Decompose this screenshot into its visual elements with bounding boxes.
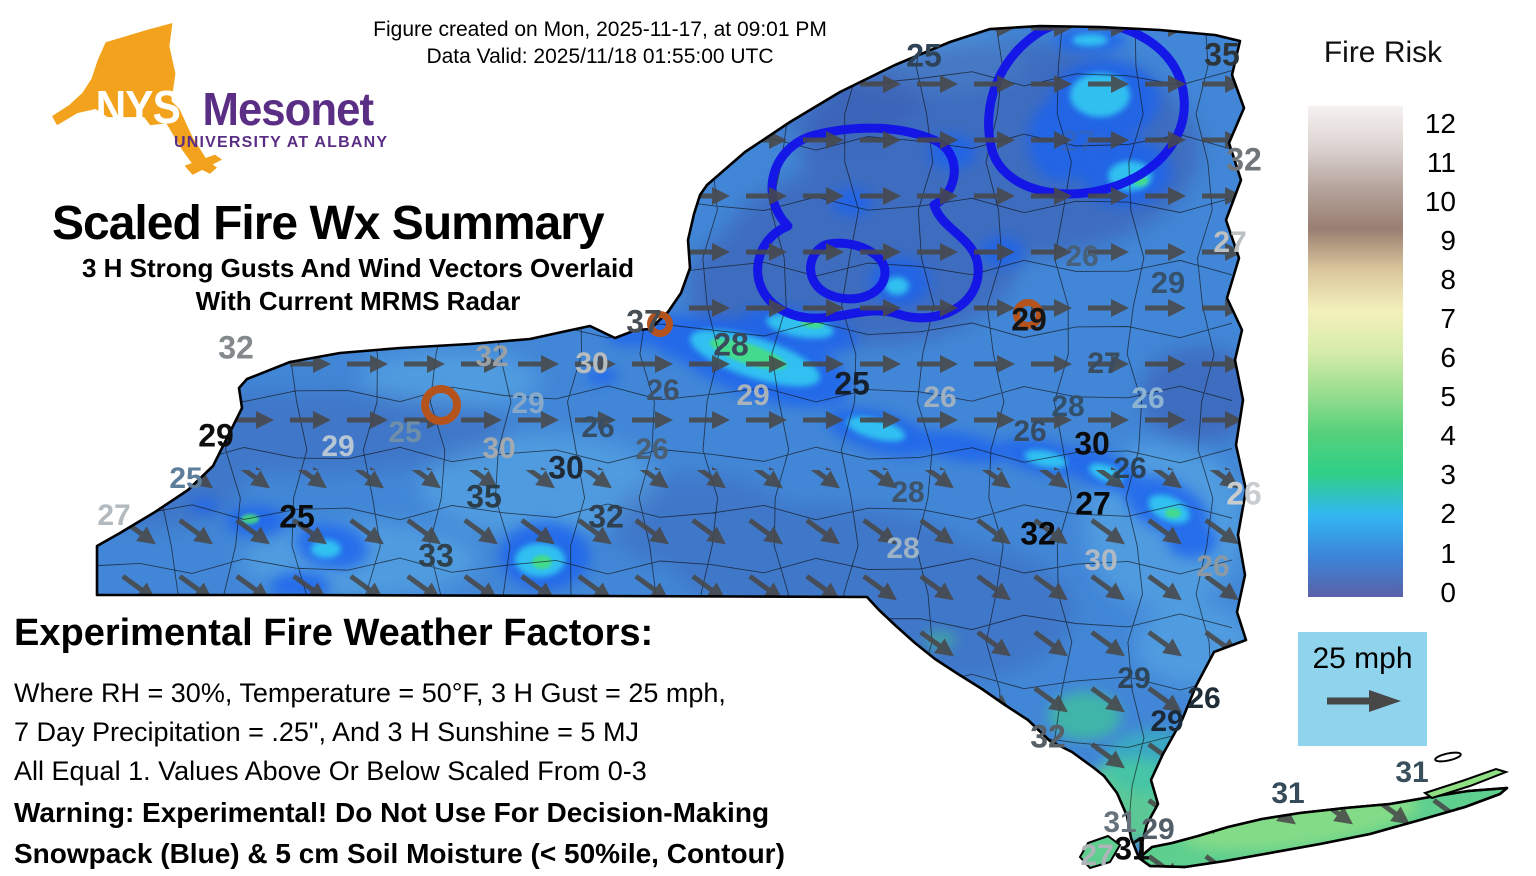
- staten-island-shape: [1078, 834, 1122, 870]
- subtitle-line-2: With Current MRMS Radar: [195, 286, 521, 316]
- legend-tick-label: 3: [1440, 459, 1456, 491]
- fire-risk-legend-title: Fire Risk: [1323, 36, 1443, 69]
- legend-tick-label: 9: [1440, 224, 1456, 256]
- logo-mesonet-text: Mesonet: [202, 83, 374, 135]
- nys-mesonet-logo: NYS Mesonet UNIVERSITY AT ALBANY: [28, 8, 408, 203]
- figure-timestamps: Figure created on Mon, 2025-11-17, at 09…: [300, 16, 900, 70]
- subtitle-line-1: 3 H Strong Gusts And Wind Vectors Overla…: [81, 253, 635, 283]
- legend-tick-label: 2: [1440, 498, 1456, 530]
- legend-tick-label: 7: [1440, 303, 1456, 335]
- fire-risk-tick-labels: 12 11 10 9 8 7 6 5 4 3 2 1 0: [1400, 104, 1460, 612]
- legend-tick-label: 8: [1440, 263, 1456, 295]
- footer-factors-line-1: Where RH = 30%, Temperature = 50°F, 3 H …: [14, 678, 726, 708]
- footer-warning-line-2: Snowpack (Blue) & 5 cm Soil Moisture (< …: [14, 838, 785, 869]
- footer-factors-line-2: 7 Day Precipitation = .25", And 3 H Suns…: [14, 717, 639, 747]
- legend-tick-label: 4: [1440, 420, 1456, 452]
- state-outline: [95, 24, 1510, 870]
- legend-tick-label: 12: [1424, 107, 1456, 139]
- footer-heading: Experimental Fire Weather Factors:: [14, 612, 654, 654]
- legend-tick-label: 1: [1440, 537, 1456, 569]
- north-fork-shape: [1422, 767, 1510, 800]
- footer-warning-line-1: Warning: Experimental! Do Not Use For De…: [14, 797, 770, 828]
- figure-created-line: Figure created on Mon, 2025-11-17, at 09…: [373, 18, 827, 41]
- footer-factors-line-3: All Equal 1. Values Above Or Below Scale…: [14, 756, 647, 786]
- wind-reference-arrow-icon: [1326, 690, 1401, 712]
- legend-tick-label: 10: [1424, 185, 1456, 217]
- fire-risk-colorbar: [1308, 106, 1403, 597]
- legend-tick-label: 6: [1440, 342, 1456, 374]
- small-island: [1434, 751, 1462, 763]
- page-title: Scaled Fire Wx Summary: [52, 197, 605, 250]
- legend-tick-label: 0: [1440, 576, 1456, 608]
- data-valid-line: Data Valid: 2025/11/18 01:55:00 UTC: [426, 45, 774, 68]
- logo-university-text: UNIVERSITY AT ALBANY: [174, 134, 389, 151]
- ny-state-logo-icon: [52, 23, 222, 175]
- wind-speed-label: 25 mph: [1312, 642, 1413, 675]
- wind-speed-legend: 25 mph: [1298, 632, 1427, 746]
- page-subtitle: 3 H Strong Gusts And Wind Vectors Overla…: [28, 252, 688, 318]
- legend-tick-label: 5: [1440, 381, 1456, 413]
- legend-tick-label: 11: [1426, 146, 1456, 178]
- logo-nys-text: NYS: [95, 81, 181, 133]
